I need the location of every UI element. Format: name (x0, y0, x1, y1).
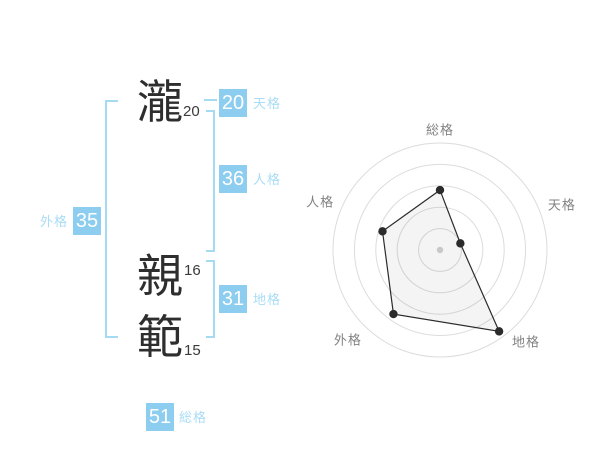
radar-axis-label: 外格 (334, 332, 362, 347)
tenkaku-value-box: 20 (219, 89, 247, 117)
gaikaku-bracket (105, 100, 118, 338)
radar-chart: 総格天格地格 外格 人格 (290, 105, 590, 385)
soukaku-value-box: 51 (146, 403, 174, 431)
stroke-count-given-1: 16 (184, 262, 201, 279)
radar-ring (332, 142, 548, 358)
kanji-surname: 瀧 (137, 76, 183, 128)
radar-vertex-dot (456, 239, 465, 248)
stroke-count-surname: 20 (183, 103, 200, 120)
chikaku-bracket (206, 260, 215, 338)
jinkaku-bracket (206, 110, 215, 252)
radar-ring (396, 206, 484, 294)
radar-axis-label: 総格 (426, 122, 454, 137)
radar-axis-label: 地格 (512, 334, 540, 349)
radar-vertex-dot (494, 327, 504, 336)
radar-ring (375, 185, 505, 315)
radar-ring (353, 163, 527, 337)
tenkaku-connector (204, 99, 217, 101)
radar-vertex-dot (389, 309, 398, 319)
radar-vertex-dot (378, 227, 387, 236)
radar-ring (418, 228, 462, 272)
radar-center-dot (436, 246, 444, 254)
radar-polygon (381, 189, 501, 333)
gaikaku-value-box: 35 (73, 207, 101, 235)
radar-vertex-dot (435, 185, 445, 195)
tenkaku-label: 天格 (253, 96, 282, 111)
soukaku-label: 総格 (179, 410, 208, 425)
stroke-count-given-2: 15 (184, 342, 201, 359)
radar-axis-label: 人格 (306, 195, 334, 210)
gaikaku-label: 外格 (40, 214, 69, 229)
chikaku-value-box: 31 (219, 285, 247, 313)
jinkaku-label: 人格 (253, 172, 282, 187)
kanji-given-1: 親 (137, 250, 183, 302)
kanji-given-2: 範 (137, 311, 183, 363)
chikaku-label: 地格 (253, 292, 282, 307)
radar-axis-label: 天格 (548, 198, 576, 213)
jinkaku-value-box: 36 (219, 165, 247, 193)
